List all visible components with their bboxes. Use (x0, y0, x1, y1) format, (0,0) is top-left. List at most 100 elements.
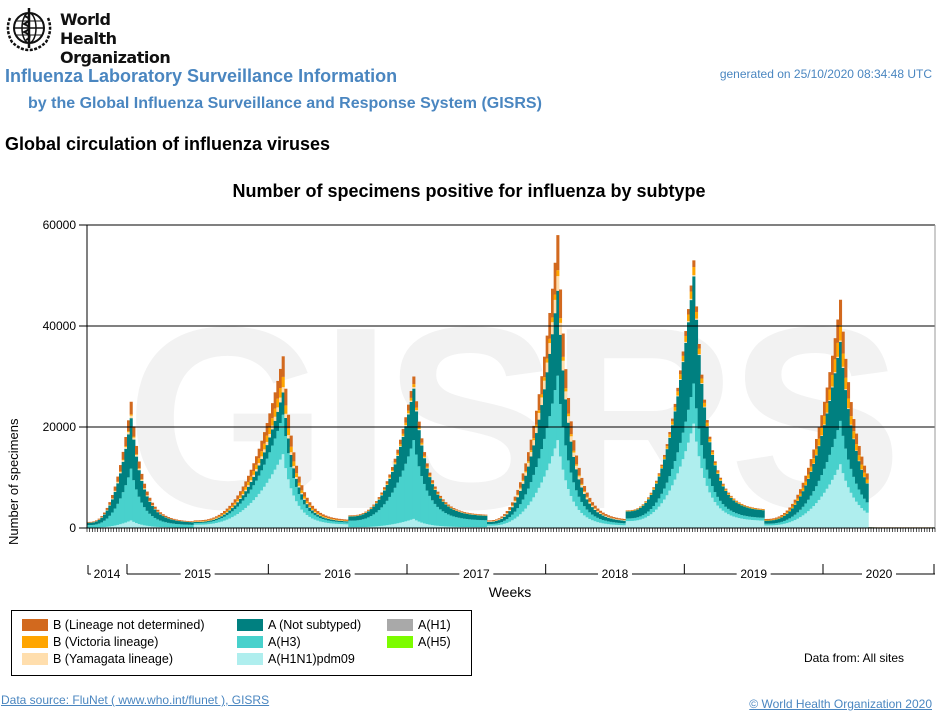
bar-segment (241, 491, 245, 494)
bar-segment (316, 520, 320, 528)
bar-segment (151, 502, 155, 506)
bar-segment (721, 484, 725, 487)
bar-segment (249, 489, 253, 503)
copyright-link[interactable]: © World Health Organization 2020 (749, 697, 932, 711)
bar-segment (604, 520, 608, 524)
bar-segment (377, 499, 381, 511)
bar-segment (295, 501, 299, 528)
bar-segment (788, 522, 792, 528)
bar-segment (753, 520, 757, 528)
bar-segment (836, 319, 840, 343)
bar-segment (199, 520, 203, 522)
bar-segment (295, 465, 299, 474)
bar-segment (599, 510, 603, 513)
bar-segment (767, 519, 771, 521)
bar-segment (681, 351, 685, 356)
bar-segment (847, 408, 851, 410)
bar-segment (279, 423, 283, 460)
bar-segment (564, 369, 568, 389)
bar-segment (775, 523, 779, 526)
bar-segment (823, 401, 827, 416)
bar-segment (329, 523, 333, 528)
bar-segment (340, 524, 344, 528)
bar-segment (324, 519, 328, 523)
bar-segment (375, 501, 379, 503)
bar-segment (620, 525, 624, 528)
bar-segment (425, 490, 429, 525)
bar-segment (551, 322, 555, 335)
bar-segment (393, 462, 397, 464)
bar-segment (513, 500, 517, 502)
bar-segment (572, 452, 576, 457)
bar-segment (305, 504, 309, 509)
bar-segment (268, 413, 272, 428)
bar-segment (604, 516, 608, 517)
bar-segment (833, 474, 837, 528)
bar-segment (679, 374, 683, 380)
bar-segment (335, 520, 339, 522)
bar-segment (375, 503, 379, 513)
bar-segment (495, 519, 499, 521)
y-tick-label: 20000 (43, 420, 77, 434)
bar-segment (591, 502, 595, 506)
bar-segment (799, 496, 803, 510)
bar-segment (633, 520, 637, 528)
bar-segment (396, 523, 400, 528)
bar-segment (169, 523, 173, 528)
bar-segment (305, 501, 309, 504)
bar-segment (711, 486, 715, 498)
bar-segment (839, 464, 843, 528)
bar-segment (396, 482, 400, 524)
bar-segment (785, 523, 789, 528)
bar-segment (300, 490, 304, 493)
bar-segment (372, 504, 376, 506)
bar-segment (828, 454, 832, 485)
bar-segment (265, 458, 269, 483)
bar-segment (476, 514, 480, 515)
data-source-link[interactable]: Data source: FluNet ( www.who.int/flunet… (1, 693, 270, 707)
bar-segment (348, 515, 352, 517)
bar-segment (756, 508, 760, 510)
bar-segment (441, 499, 445, 501)
bar-segment (263, 432, 267, 444)
bar-segment (444, 502, 448, 504)
bar-segment (444, 503, 448, 505)
bar-segment (241, 495, 245, 501)
bar-segment (713, 502, 717, 528)
bar-segment (799, 517, 803, 528)
bar-segment (404, 426, 408, 464)
bar-segment (644, 501, 648, 503)
bar-segment (247, 486, 251, 494)
bar-segment (137, 468, 141, 471)
bar-segment (193, 522, 197, 523)
bar-segment (252, 485, 256, 501)
bar-segment (127, 432, 131, 435)
bar-segment (388, 478, 392, 479)
bar-segment (119, 471, 123, 474)
bar-segment (383, 525, 387, 528)
bar-segment (580, 483, 584, 485)
bar-segment (745, 506, 749, 508)
bar-segment (817, 427, 821, 439)
bar-segment (401, 522, 405, 528)
bar-segment (575, 455, 579, 465)
bar-segment (540, 397, 544, 406)
bar-segment (841, 367, 845, 436)
legend-swatch (237, 636, 263, 648)
bar-segment (340, 519, 344, 521)
bar-segment (785, 519, 789, 524)
bar-segment (228, 510, 232, 514)
bar-segment (292, 468, 296, 479)
bar-segment (247, 505, 251, 528)
bar-segment (337, 518, 341, 520)
bar-segment (516, 497, 520, 509)
bar-segment (639, 507, 643, 517)
bar-segment (743, 506, 747, 516)
bar-segment (556, 440, 560, 528)
bar-segment (113, 491, 117, 492)
bar-segment (377, 510, 381, 527)
bar-segment (540, 394, 544, 398)
bar-segment (727, 493, 731, 495)
bar-segment (753, 508, 757, 509)
bar-segment (596, 511, 600, 513)
